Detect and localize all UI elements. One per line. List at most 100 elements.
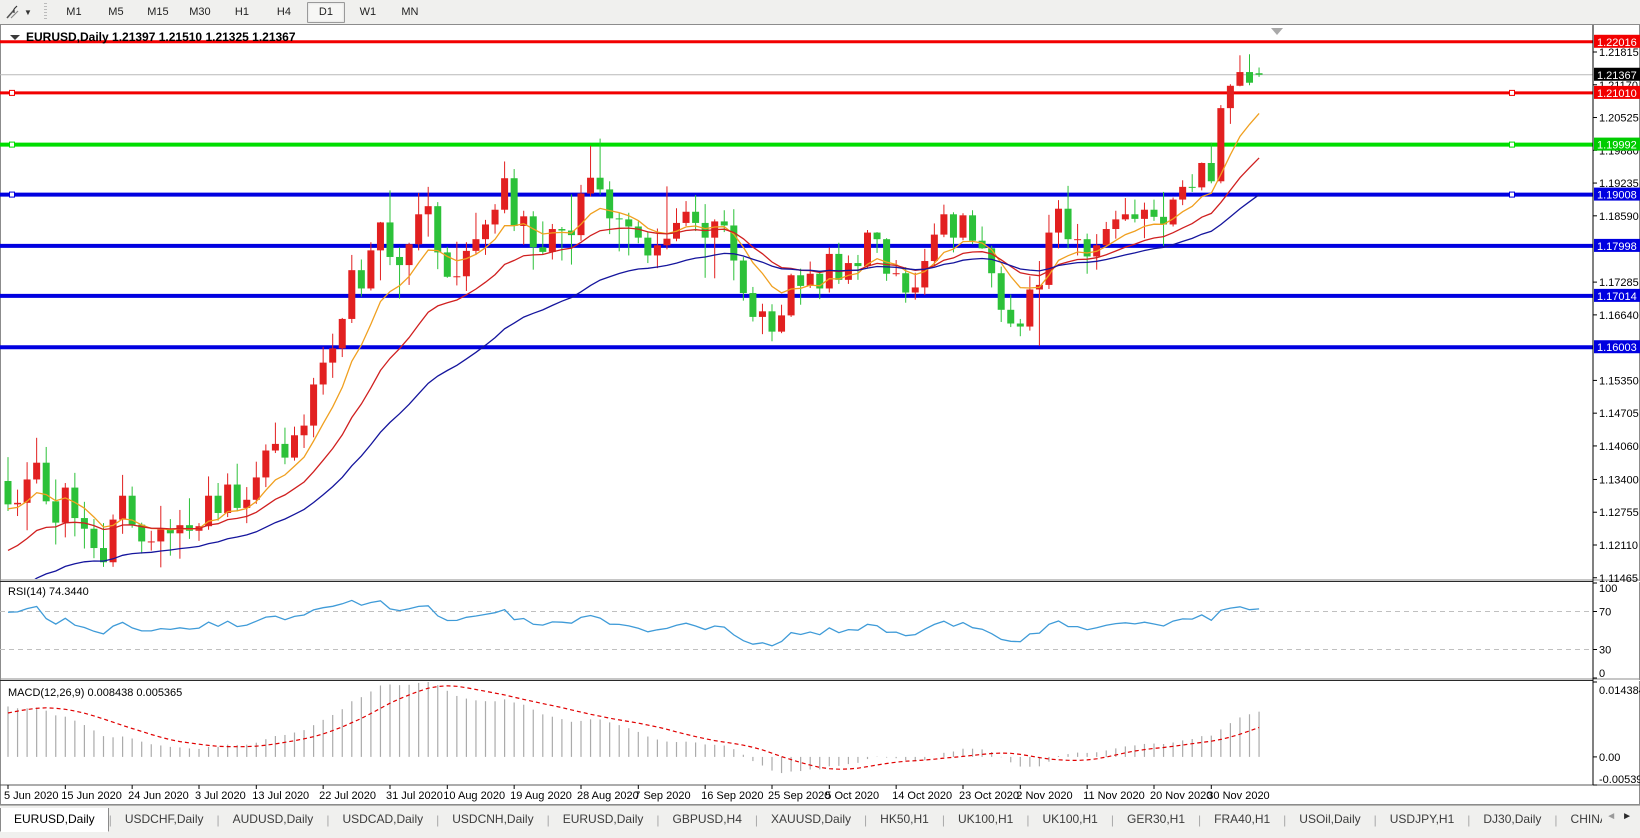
rsi-axis-label: 70 — [1599, 607, 1611, 619]
timeframe-button-M30[interactable]: M30 — [189, 5, 211, 18]
timeframe-button-MN[interactable]: MN — [401, 5, 419, 18]
tab-hk50-h1-8[interactable]: HK50,H1 — [880, 812, 929, 826]
price-badge-text: 1.19008 — [1597, 190, 1637, 202]
date-label: 28 Aug 2020 — [577, 790, 639, 802]
tab-usdcad-daily-3[interactable]: USDCAD,Daily — [342, 812, 424, 826]
price-badge — [1594, 34, 1640, 48]
date-label: 22 Jul 2020 — [319, 790, 376, 802]
date-label: 16 Sep 2020 — [701, 790, 763, 802]
price-badge — [1594, 187, 1640, 201]
cursor-line-tool-button[interactable]: ▼ — [2, 2, 36, 22]
price-tick: 1.11465 — [1599, 573, 1638, 585]
tab-separator: | — [656, 813, 660, 827]
tab-dj30-daily-15[interactable]: DJ30,Daily — [1483, 812, 1542, 826]
macd-histogram — [7, 682, 1260, 774]
price-badge — [1594, 137, 1640, 151]
tab-separator: | — [1467, 813, 1471, 827]
hline-handle[interactable] — [9, 141, 15, 148]
price-badge-text: 1.17014 — [1597, 291, 1637, 303]
rsi-line — [7, 599, 1260, 647]
tab-uk100-h1-10[interactable]: UK100,H1 — [1042, 812, 1098, 826]
hline-handle[interactable] — [1509, 191, 1515, 198]
price-tick: 1.16640 — [1599, 310, 1639, 322]
tabs-scroll-right-button[interactable]: ► — [1622, 811, 1632, 822]
date-label: 10 Aug 2020 — [443, 790, 505, 802]
price-badge-text: 1.17998 — [1597, 241, 1637, 253]
date-label: 23 Oct 2020 — [959, 790, 1019, 802]
tab-eurusd-daily-0[interactable]: EURUSD,Daily — [0, 808, 109, 832]
timeframe-button-D1[interactable]: D1 — [306, 1, 345, 23]
macd-label: MACD(12,26,9) 0.008438 0.005365 — [8, 687, 182, 699]
hline-handle[interactable] — [1509, 89, 1515, 96]
time-axis[interactable]: 5 Jun 2020 15 Jun 2020 24 Jun 2020 3 Jul 20… — [4, 785, 1270, 802]
hline-handle[interactable] — [9, 89, 15, 96]
chart-tabs-bar: EURUSD,Daily | USDCHF,Daily | AUDUSD,Daily | U… — [0, 805, 1640, 838]
tab-separator: | — [864, 813, 868, 827]
tab-separator: | — [1373, 813, 1377, 827]
timeframe-button-H1[interactable]: H1 — [234, 5, 249, 18]
timeframe-button-M5[interactable]: M5 — [108, 5, 124, 18]
price-badge — [1594, 340, 1640, 354]
tabs-scroll-left-button[interactable]: ◄ — [1606, 811, 1617, 822]
ma-fast-line — [7, 112, 1260, 531]
tab-eurusd-daily-5[interactable]: EURUSD,Daily — [562, 812, 644, 826]
price-badge-text: 1.21010 — [1597, 88, 1637, 100]
date-label: 13 Jul 2020 — [252, 790, 309, 802]
tab-china300-h1-16[interactable]: CHINA300,H1 — [1570, 812, 1603, 826]
tab-gbpusd-h4-6[interactable]: GBPUSD,H4 — [672, 812, 742, 826]
tab-separator: | — [546, 813, 550, 827]
tab-separator: | — [436, 813, 440, 827]
price-badge — [1594, 85, 1640, 99]
moving-averages — [7, 112, 1260, 579]
rsi-pane — [0, 599, 1593, 650]
horizontal-line-objects[interactable] — [0, 40, 1593, 350]
tab-fra40-h1-12[interactable]: FRA40,H1 — [1214, 812, 1271, 826]
timeframe-button-H4[interactable]: H4 — [276, 5, 291, 18]
price-tick: 1.19235 — [1599, 178, 1639, 190]
rsi-label: RSI(14) 74.3440 — [8, 586, 89, 598]
macd-signal-line — [7, 685, 1260, 770]
hline-handle[interactable] — [9, 191, 15, 198]
tab-usdchf-daily-1[interactable]: USDCHF,Daily — [124, 812, 204, 826]
macd-axis-label: 0.014384 — [1599, 685, 1640, 697]
cursor-line-tool-icon — [6, 5, 21, 20]
date-label: 5 Jun 2020 — [4, 790, 58, 802]
price-tick: 1.12755 — [1599, 507, 1639, 519]
tab-xauusd-daily-7[interactable]: XAUUSD,Daily — [771, 812, 852, 826]
price-badge-text: 1.19992 — [1597, 140, 1637, 152]
tab-usdcnh-daily-4[interactable]: USDCNH,Daily — [452, 812, 534, 826]
price-badge — [1594, 238, 1640, 252]
timeframe-button-M15[interactable]: M15 — [147, 5, 169, 18]
price-axis[interactable]: 1.218151.211701.205251.198801.192351.185… — [1592, 25, 1640, 786]
tab-usdjpy-h1-14[interactable]: USDJPY,H1 — [1389, 812, 1455, 826]
price-tick: 1.21815 — [1599, 47, 1639, 59]
tab-audusd-daily-2[interactable]: AUDUSD,Daily — [232, 812, 314, 826]
tab-separator: | — [1110, 813, 1114, 827]
date-label: 11 Nov 2020 — [1083, 790, 1145, 802]
timeframe-button-M1[interactable]: M1 — [66, 5, 82, 18]
chart-title: EURUSD,Daily 1.21397 1.21510 1.21325 1.2… — [26, 30, 296, 44]
price-tick: 1.13400 — [1599, 474, 1639, 486]
chart-menu-arrow-icon[interactable] — [10, 35, 20, 40]
toolbar-grip[interactable] — [43, 3, 47, 21]
tab-usoil-daily-13[interactable]: USOil,Daily — [1299, 812, 1361, 826]
tab-separator: | — [326, 813, 330, 827]
tab-ger30-h1-11[interactable]: GER30,H1 — [1126, 812, 1186, 826]
tab-uk100-h1-9[interactable]: UK100,H1 — [957, 812, 1014, 826]
tab-separator: | — [1026, 813, 1030, 827]
tab-separator: | — [754, 813, 759, 827]
date-label: 15 Jun 2020 — [61, 790, 122, 802]
date-label: 7 Sep 2020 — [634, 790, 690, 802]
price-tick: 1.17285 — [1599, 277, 1639, 289]
macd-axis-label: 0.00 — [1599, 752, 1620, 764]
tab-separator: | — [1283, 813, 1287, 827]
current-price-badge — [1594, 67, 1640, 81]
tab-separator: | — [108, 813, 112, 827]
price-tick: 1.18590 — [1599, 211, 1639, 223]
timeframe-button-W1[interactable]: W1 — [359, 5, 377, 18]
chart-canvas[interactable]: EURUSD,Daily 1.21397 1.21510 1.21325 1.2… — [0, 24, 1640, 805]
hline-handle[interactable] — [1509, 141, 1515, 148]
tab-separator: | — [941, 813, 945, 827]
chart-shift-marker-icon — [1271, 28, 1283, 35]
